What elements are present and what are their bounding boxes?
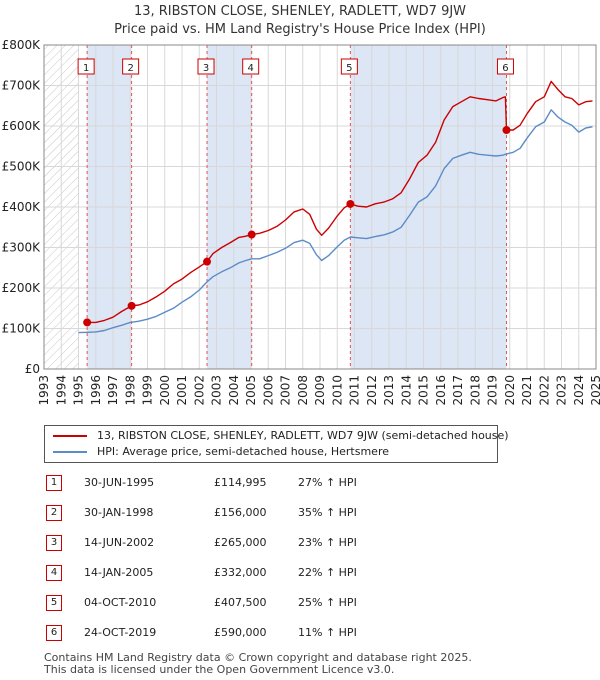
transaction-number: 6 [46, 625, 62, 641]
sale-number-box [496, 58, 514, 75]
x-tick-label: 2017 [451, 375, 465, 406]
x-tick-label: 2015 [417, 375, 431, 406]
x-tick-label: 2016 [434, 375, 448, 406]
x-tick-label: 2007 [279, 375, 293, 406]
sale-point [127, 301, 136, 310]
x-tick-label: 2004 [227, 375, 241, 406]
price-chart: £0 £100K £200K £300K £400K £500K £600K £700K £80… [2, 38, 600, 406]
transaction-date: 24-OCT-2019 [84, 626, 157, 639]
transaction-number: 1 [46, 475, 62, 491]
chart-subtitle: Price paid vs. HM Land Registry's House … [114, 22, 486, 37]
legend-label-hpi: HPI: Average price, semi-detached house,… [97, 445, 389, 458]
x-tick-label: 2003 [210, 375, 224, 406]
transaction-price: £265,000 [214, 536, 267, 549]
sale-number-box [197, 58, 215, 75]
x-tick-label: 1993 [37, 375, 51, 406]
x-tick-label: 2023 [555, 375, 569, 406]
sale-number-label: 4 [248, 63, 254, 74]
sale-number-box [77, 58, 95, 75]
series-line-hpi [78, 109, 593, 334]
transaction-number: 2 [46, 505, 62, 521]
y-tick-label: £100K [2, 322, 42, 336]
sale-number-box [122, 58, 140, 75]
transaction-number: 5 [46, 595, 62, 611]
x-tick-label: 1994 [54, 375, 68, 406]
transaction-number: 4 [46, 565, 62, 581]
legend-item-hpi: HPI: Average price, semi-detached house,… [53, 445, 389, 461]
transaction-date: 30-JUN-1995 [84, 476, 155, 489]
sale-point [247, 230, 256, 239]
x-tick-label: 2019 [486, 375, 500, 406]
sale-number-label: 3 [203, 63, 209, 74]
sale-number-label: 5 [346, 63, 352, 74]
x-tick-label: 2024 [572, 375, 586, 406]
transaction-hpi-diff: 35% ↑ HPI [298, 506, 357, 519]
plot-border [43, 44, 597, 370]
legend-swatch-hpi [53, 451, 87, 453]
x-tick-label: 2010 [330, 375, 344, 406]
transaction-hpi-diff: 11% ↑ HPI [298, 626, 357, 639]
sale-point [346, 199, 355, 208]
x-tick-label: 2018 [468, 375, 482, 406]
x-tick-label: 2011 [348, 375, 362, 406]
y-tick-label: £700K [2, 79, 42, 93]
x-tick-label: 2021 [520, 375, 534, 406]
x-tick-label: 2020 [503, 375, 517, 406]
x-tick-label: 2000 [158, 375, 172, 406]
y-tick-label: £300K [2, 241, 42, 255]
x-tick-label: 2008 [296, 375, 310, 406]
y-tick-label: £400K [2, 200, 42, 214]
x-tick-label: 2005 [244, 375, 258, 406]
x-tick-label: 2012 [365, 375, 379, 406]
transaction-price: £332,000 [214, 566, 267, 579]
sale-point [83, 318, 92, 327]
transaction-number: 3 [46, 535, 62, 551]
footer-copyright: Contains HM Land Registry data © Crown c… [44, 651, 472, 664]
sale-number-label: 2 [127, 63, 133, 74]
x-tick-label: 2025 [589, 375, 600, 406]
x-tick-label: 1998 [123, 375, 137, 406]
transaction-date: 30-JAN-1998 [84, 506, 154, 519]
chart-title: 13, RIBSTON CLOSE, SHENLEY, RADLETT, WD7… [133, 4, 467, 19]
x-tick-label: 2006 [261, 375, 275, 406]
x-tick-label: 1996 [89, 375, 103, 406]
x-tick-label: 2013 [382, 375, 396, 406]
x-tick-label: 2009 [313, 375, 327, 406]
sale-number-label: 1 [83, 63, 89, 74]
transaction-price: £590,000 [214, 626, 267, 639]
transaction-price: £407,500 [214, 596, 267, 609]
legend-item-property: 13, RIBSTON CLOSE, SHENLEY, RADLETT, WD7… [53, 429, 509, 445]
sale-number-box [242, 58, 260, 75]
sale-point [502, 126, 511, 135]
y-tick-label: £800K [2, 38, 42, 52]
x-tick-label: 2002 [192, 375, 206, 406]
x-tick-label: 1999 [141, 375, 155, 406]
y-tick-label: £0 [25, 362, 40, 376]
x-tick-label: 1997 [106, 375, 120, 406]
transaction-hpi-diff: 22% ↑ HPI [298, 566, 357, 579]
sale-number-label: 6 [502, 63, 508, 74]
y-tick-label: £600K [2, 119, 42, 133]
transaction-date: 04-OCT-2010 [84, 596, 157, 609]
y-tick-label: £200K [2, 281, 42, 295]
chart-legend: 13, RIBSTON CLOSE, SHENLEY, RADLETT, WD7… [44, 425, 509, 463]
x-tick-label: 2022 [537, 375, 551, 406]
legend-swatch-property [53, 435, 87, 437]
x-tick-label: 2001 [175, 375, 189, 406]
sale-number-box [340, 58, 358, 75]
legend-label-property: 13, RIBSTON CLOSE, SHENLEY, RADLETT, WD7… [97, 429, 509, 442]
transaction-date: 14-JUN-2002 [84, 536, 155, 549]
transaction-price: £156,000 [214, 506, 267, 519]
x-tick-label: 2014 [399, 375, 413, 406]
y-tick-label: £500K [2, 160, 42, 174]
transaction-hpi-diff: 25% ↑ HPI [298, 596, 357, 609]
sale-point [203, 257, 212, 266]
x-tick-label: 1995 [72, 375, 86, 406]
transaction-hpi-diff: 23% ↑ HPI [298, 536, 357, 549]
footer-licence: This data is licensed under the Open Gov… [44, 663, 395, 676]
transaction-hpi-diff: 27% ↑ HPI [298, 476, 357, 489]
transaction-date: 14-JAN-2005 [84, 566, 154, 579]
transaction-price: £114,995 [214, 476, 267, 489]
